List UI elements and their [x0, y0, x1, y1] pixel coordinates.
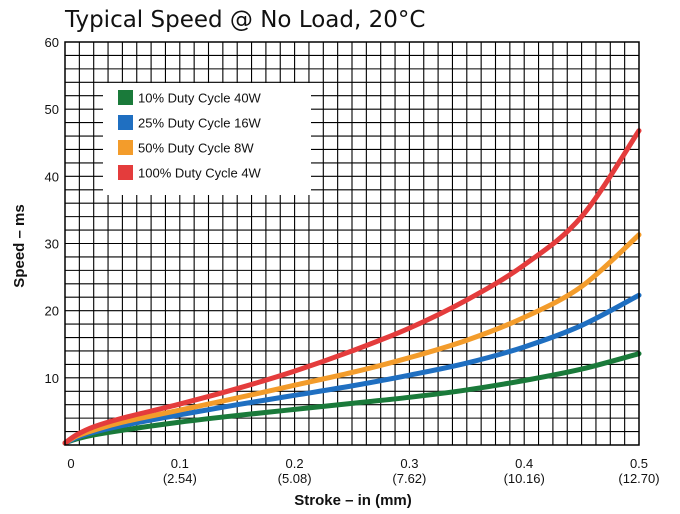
chart-title: Typical Speed @ No Load, 20°C [64, 7, 425, 33]
x-tick-sublabel: (10.16) [504, 471, 545, 486]
y-axis-ticks: 10 20 30 40 50 60 [45, 35, 59, 386]
plot-border [64, 41, 640, 446]
x-tick-label: 0.5 [630, 456, 648, 471]
legend: 10% Duty Cycle 40W 25% Duty Cycle 16W 50% … [103, 83, 311, 195]
y-tick-label: 30 [45, 237, 59, 252]
x-tick-label: 0.2 [286, 456, 304, 471]
legend-label-1: 10% Duty Cycle 40W [138, 91, 262, 106]
legend-box [103, 83, 311, 195]
plot-frame [64, 41, 640, 446]
y-tick-label: 10 [45, 371, 59, 386]
y-tick-label: 40 [45, 169, 59, 184]
x-tick-sublabel: (12.70) [618, 471, 659, 486]
x-tick-label: 0.3 [400, 456, 418, 471]
y-tick-label: 20 [45, 304, 59, 319]
series-group [62, 128, 642, 446]
legend-swatch-3 [118, 140, 133, 155]
x-tick-label: 0.1 [171, 456, 189, 471]
y-axis-label: Speed – ms [11, 204, 28, 287]
series-line-4 [62, 128, 642, 446]
legend-label-4: 100% Duty Cycle 4W [138, 166, 262, 181]
x-axis-label: Stroke – in (mm) [294, 492, 412, 509]
series-line-3 [62, 232, 642, 446]
legend-swatch-1 [118, 90, 133, 105]
x-tick-sublabel: (2.54) [163, 471, 197, 486]
x-tick-label: 0.4 [515, 456, 533, 471]
x-tick-sublabel: (5.08) [278, 471, 312, 486]
legend-label-3: 50% Duty Cycle 8W [138, 141, 254, 156]
legend-swatch-2 [118, 115, 133, 130]
x-tick-sublabel: (7.62) [392, 471, 426, 486]
legend-swatch-4 [118, 165, 133, 180]
y-tick-label: 50 [45, 102, 59, 117]
legend-label-2: 25% Duty Cycle 16W [138, 116, 262, 131]
series-line-1 [62, 351, 642, 446]
y-tick-label: 60 [45, 35, 59, 50]
x-axis-ticks: 0 0.1(2.54) 0.2(5.08) 0.3(7.62) 0.4(10.16) 0.… [67, 456, 659, 486]
x-tick-label: 0 [67, 456, 74, 471]
